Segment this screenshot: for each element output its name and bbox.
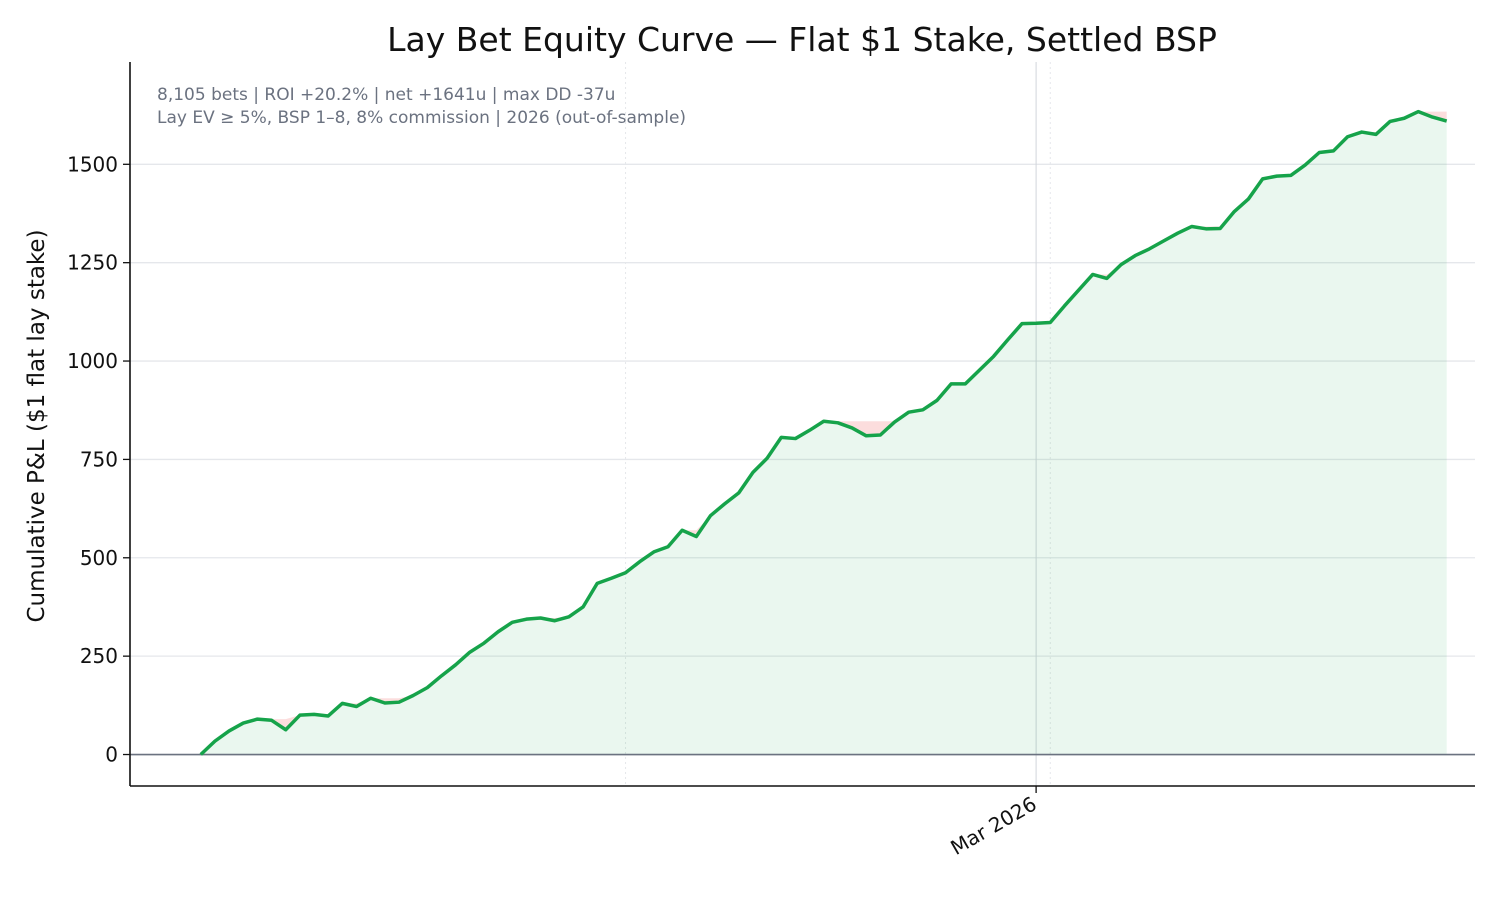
chart-title: Lay Bet Equity Curve — Flat $1 Stake, Se…: [387, 20, 1217, 59]
annotation-layer: 8,105 bets | ROI +20.2% | net +1641u | m…: [157, 85, 686, 128]
y-tick-label: 1000: [67, 349, 118, 373]
y-tick-label: 1500: [67, 152, 118, 176]
equity-line: [199, 109, 1448, 756]
area-layer: [130, 111, 1475, 756]
y-tick-label: 1250: [67, 251, 118, 275]
y-axis-label: Cumulative P&L ($1 flat lay stake): [24, 229, 50, 622]
y-tick-label: 500: [80, 546, 118, 570]
y-tick-label: 250: [80, 644, 118, 668]
x-tick-label: Mar 2026: [946, 792, 1040, 860]
y-tick-label: 0: [105, 743, 118, 767]
grid-layer: [130, 62, 1475, 786]
equity-area-fill: [200, 111, 1447, 755]
filter-annotation: Lay EV ≥ 5%, BSP 1–8, 8% commission | 20…: [157, 108, 686, 128]
line-layer: [199, 109, 1448, 756]
summary-annotation: 8,105 bets | ROI +20.2% | net +1641u | m…: [157, 85, 615, 105]
y-tick-label: 750: [80, 447, 118, 471]
